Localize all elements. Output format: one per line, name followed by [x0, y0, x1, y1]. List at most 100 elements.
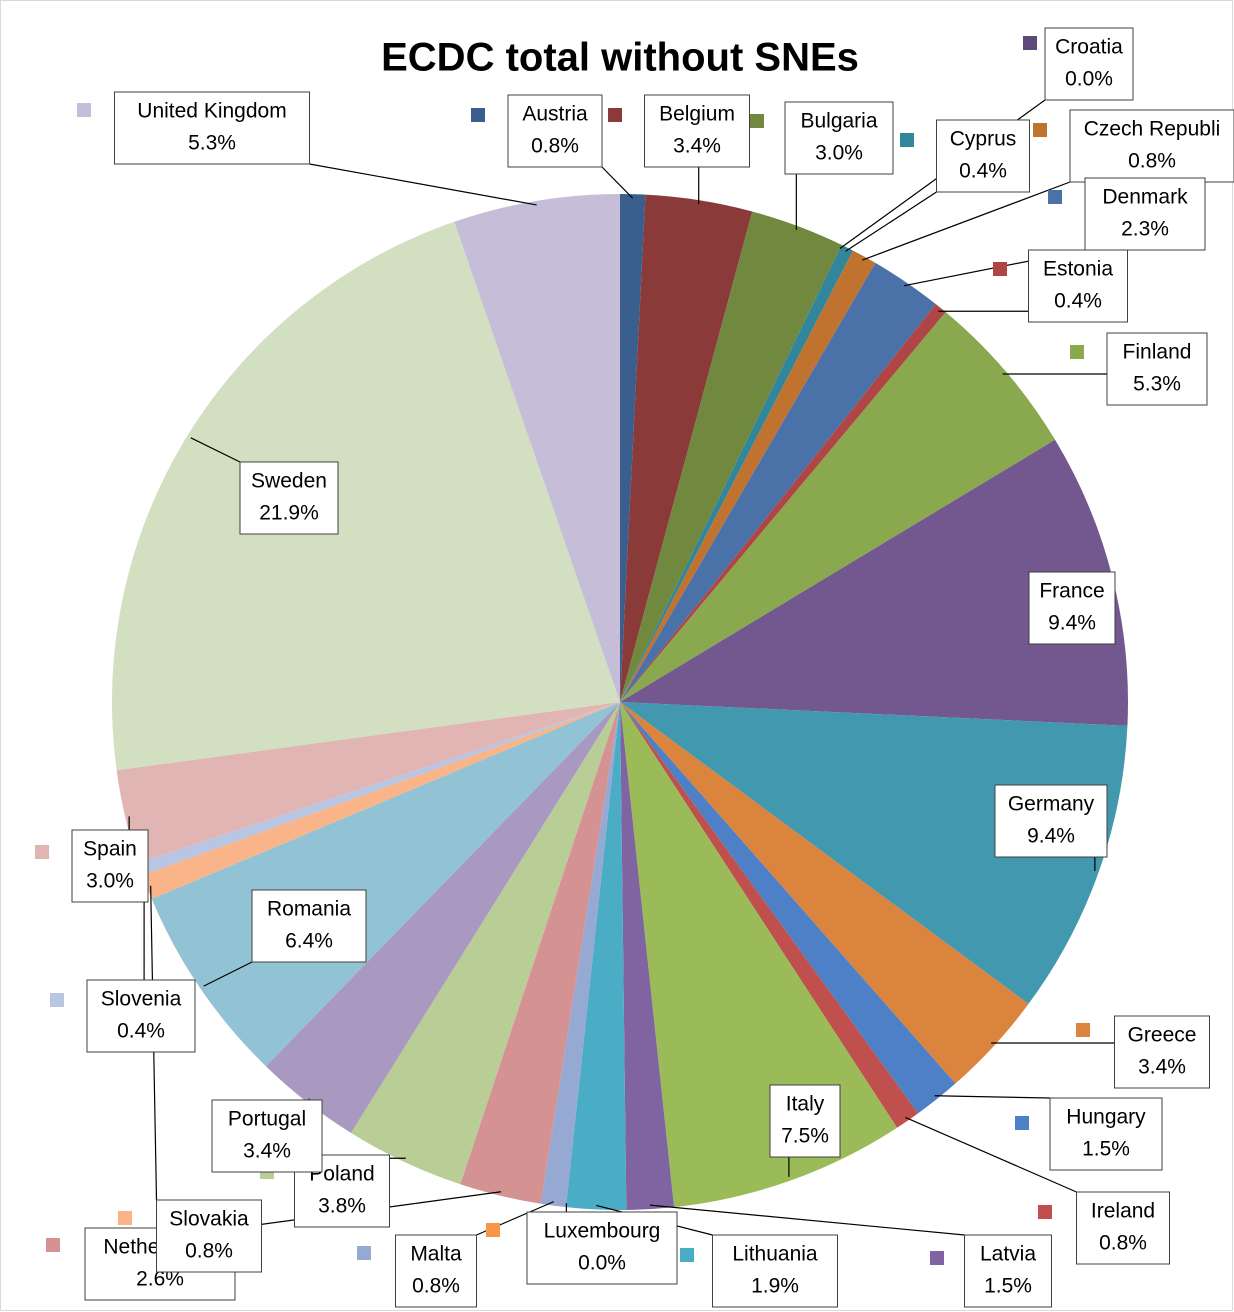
label-box [395, 1234, 477, 1308]
label-box [86, 979, 196, 1053]
label-name: Czech Republi [1084, 118, 1221, 141]
legend-key [35, 845, 49, 859]
leader-line [190, 437, 241, 463]
legend-key [930, 1251, 944, 1265]
label-box [526, 1211, 678, 1285]
label-box [156, 1199, 262, 1273]
label-name: Austria [522, 103, 588, 126]
leader-line [601, 166, 634, 199]
pie-slice [620, 439, 1128, 726]
label-box [712, 1234, 838, 1308]
pie-slice [265, 702, 620, 1133]
label-name: Poland [309, 1163, 374, 1186]
legend-key [993, 262, 1007, 276]
label-name: France [1039, 580, 1104, 603]
leader-line [845, 191, 937, 252]
legend-key [900, 133, 914, 147]
label-value: 0.8% [531, 135, 579, 158]
label-value: 3.4% [1138, 1056, 1186, 1079]
label-value: 0.0% [578, 1252, 626, 1275]
legend-key [77, 103, 91, 117]
label-value: 2.3% [1121, 218, 1169, 241]
label-name: Denmark [1102, 186, 1188, 209]
pie-slice [460, 702, 620, 1204]
label-name: Italy [786, 1093, 825, 1116]
pie-slice [112, 221, 621, 771]
label-name: Greece [1128, 1024, 1197, 1047]
label-name: Malta [410, 1243, 462, 1266]
label-box [936, 119, 1030, 193]
label-name: Latvia [980, 1243, 1036, 1266]
label-box [1044, 27, 1134, 101]
label-value: 5.3% [188, 132, 236, 155]
label-value: 3.8% [318, 1195, 366, 1218]
label-box [114, 91, 310, 165]
label-value: 1.9% [751, 1275, 799, 1298]
label-box [1076, 1191, 1170, 1265]
label-value: 0.8% [1128, 150, 1176, 173]
label-name: Slovenia [101, 988, 182, 1011]
leader-line [203, 961, 253, 987]
label-value: 0.8% [185, 1240, 233, 1263]
label-value: 3.0% [815, 142, 863, 165]
label-value: 2.6% [136, 1268, 184, 1291]
label-box [239, 461, 339, 535]
label-name: Spain [83, 838, 137, 861]
legend-key [1023, 36, 1037, 50]
label-box [1028, 249, 1128, 323]
legend-key [50, 993, 64, 1007]
pie-slice [116, 702, 621, 864]
leader-line [905, 1116, 1077, 1193]
label-name: Slovakia [169, 1208, 249, 1231]
pie-slice [620, 244, 854, 703]
label-name: Sweden [251, 470, 327, 493]
pie-slice [620, 702, 898, 1208]
label-value: 3.0% [86, 870, 134, 893]
label-box [251, 889, 367, 963]
leaders [128, 99, 1115, 1236]
label-value: 9.4% [1027, 825, 1075, 848]
label-box [1084, 177, 1206, 251]
pie-slice [620, 702, 1128, 1004]
legend-key [750, 114, 764, 128]
pie-slice [620, 262, 936, 702]
label-name: Lithuania [732, 1243, 818, 1266]
legend-key [1048, 190, 1062, 204]
label-name: Romania [267, 898, 351, 921]
pie-slice [142, 702, 620, 899]
pie-slice [138, 702, 620, 876]
label-value: 0.4% [1054, 290, 1102, 313]
pie-slice [540, 702, 620, 1208]
legend-key [1015, 1116, 1029, 1130]
leader-line [649, 1204, 965, 1236]
pie-slice [620, 304, 946, 702]
legend-key [608, 108, 622, 122]
legend-key [486, 1223, 500, 1237]
label-name: Estonia [1043, 258, 1113, 281]
legend-key [46, 1238, 60, 1252]
pie-slice [620, 702, 675, 1210]
legend-key [471, 108, 485, 122]
label-value: 0.4% [117, 1020, 165, 1043]
label-box [769, 1084, 841, 1158]
label-box [1028, 571, 1116, 645]
label-name: Germany [1008, 793, 1095, 816]
label-box [211, 1099, 323, 1173]
label-value: 0.8% [1099, 1232, 1147, 1255]
label-name: Ireland [1091, 1200, 1155, 1223]
label-value: 5.3% [1133, 373, 1181, 396]
label-value: 0.0% [1065, 68, 1113, 91]
pie-slice [620, 702, 1029, 1084]
label-value: 21.9% [259, 502, 319, 525]
label-name: Belgium [659, 103, 735, 126]
labels: Austria 0.8% Belgium 3.4% Bulgaria 3.0% Croati… [35, 27, 1234, 1308]
label-box [644, 94, 750, 168]
legend-key [1070, 345, 1084, 359]
label-name: Hungary [1066, 1106, 1146, 1129]
label-box [71, 829, 149, 903]
pie-slice [350, 702, 620, 1185]
label-box [507, 94, 603, 168]
chart-title: ECDC total without SNEs [381, 36, 859, 80]
